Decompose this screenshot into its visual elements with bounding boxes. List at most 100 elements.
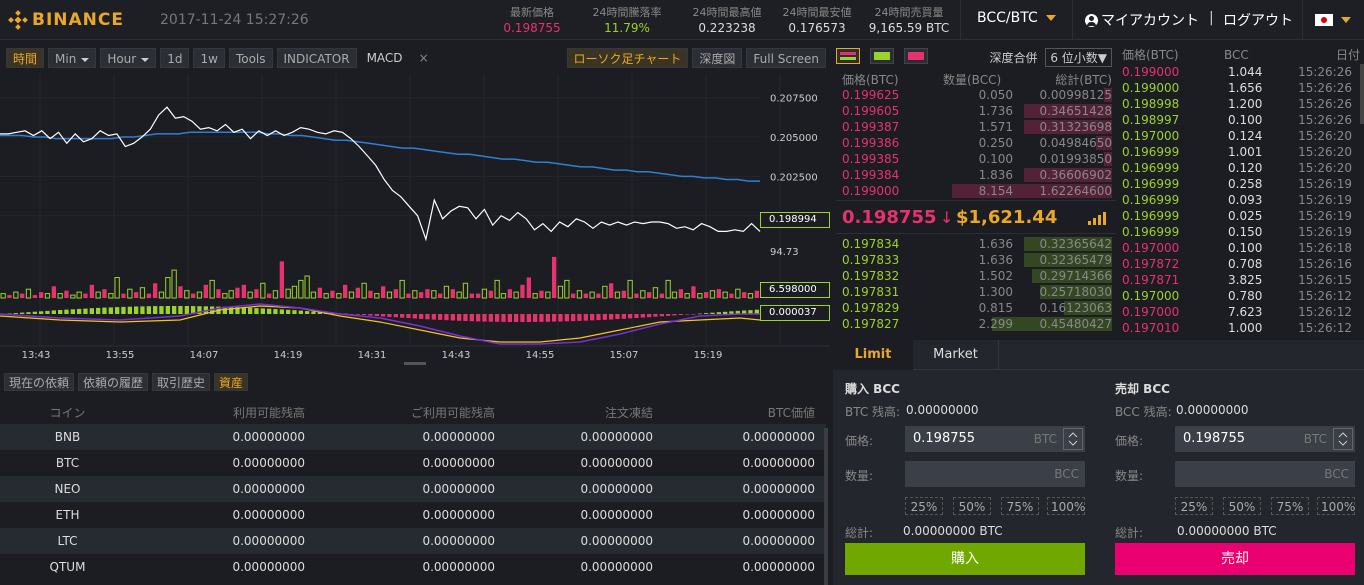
interval-hour-dropdown[interactable]: Hour — [100, 48, 157, 68]
macd-histogram-bar — [58, 310, 63, 314]
history-scrollbar[interactable] — [1360, 64, 1364, 124]
fullscreen-button[interactable]: Full Screen — [746, 48, 826, 68]
tab-market[interactable]: Market — [913, 340, 999, 370]
time-tick-label: 13:55 — [106, 350, 135, 361]
sell-pct-75-button[interactable]: 75% — [1271, 497, 1309, 515]
buy-price-unit: BTC — [1033, 432, 1057, 446]
bid-row[interactable]: 0.197827 2.299 0.45480427 — [836, 316, 1112, 332]
buy-amount-input[interactable]: BCC — [905, 461, 1085, 487]
tab-limit[interactable]: Limit — [833, 340, 913, 370]
bid-row[interactable]: 0.197834 1.636 0.32365642 — [836, 236, 1112, 252]
table-row[interactable]: BNB 0.00000000 0.00000000 0.00000000 0.0… — [0, 424, 826, 450]
resize-handle[interactable] — [404, 362, 426, 365]
cell-amount: 0.100 — [1228, 113, 1263, 127]
interval-1w-button[interactable]: 1w — [193, 48, 225, 68]
price-stepper[interactable] — [1333, 428, 1353, 450]
ask-row[interactable]: 0.199625 0.050 0.00998125 — [836, 87, 1112, 103]
volume-bar — [697, 293, 703, 299]
buy-pct-25-button[interactable]: 25% — [905, 497, 943, 515]
sell-price-input[interactable]: 0.198755 BTC — [1175, 426, 1355, 452]
buy-pct-100-button[interactable]: 100% — [1047, 497, 1085, 515]
buy-pct-50-button[interactable]: 50% — [953, 497, 991, 515]
candlestick-chart-button[interactable]: ローソク足チャート — [566, 48, 689, 68]
volume-bar — [722, 291, 728, 299]
table-row[interactable]: ETH 0.00000000 0.00000000 0.00000000 0.0… — [0, 502, 826, 528]
ask-row[interactable]: 0.199387 1.571 0.31323698 — [836, 119, 1112, 135]
table-row[interactable]: LTC 0.00000000 0.00000000 0.00000000 0.0… — [0, 528, 826, 554]
pair-selector[interactable]: BCC/BTC — [977, 10, 1056, 26]
orderbook-asks-icon[interactable] — [904, 48, 928, 64]
bid-row[interactable]: 0.197831 1.300 0.25718030 — [836, 284, 1112, 300]
table-row[interactable]: BTC 0.00000000 0.00000000 0.00000000 0.0… — [0, 450, 826, 476]
table-row[interactable]: NEO 0.00000000 0.00000000 0.00000000 0.0… — [0, 476, 826, 502]
tab-assets[interactable]: 資産 — [214, 373, 249, 391]
interval-1d-button[interactable]: 1d — [160, 48, 190, 68]
header-btc-value: BTC価値 — [767, 405, 815, 420]
ask-row[interactable]: 0.199386 0.250 0.04984650 — [836, 135, 1112, 151]
close-icon[interactable]: × — [418, 51, 429, 65]
chart-canvas: 13:43 13:55 14:07 14:19 14:31 14:43 14:55 15:07… — [0, 74, 830, 361]
cell-amount: 1.044 — [1228, 65, 1263, 79]
bid-row[interactable]: 0.197832 1.502 0.29714366 — [836, 268, 1112, 284]
tab-time[interactable]: 時間 — [6, 48, 45, 68]
cell-frozen: 0.00000000 — [580, 508, 653, 522]
macd-histogram-bar — [438, 314, 443, 320]
macd-histogram-bar — [286, 309, 291, 314]
buy-button[interactable]: 購入 — [845, 543, 1085, 575]
binance-logo[interactable]: BINANCE — [8, 10, 124, 30]
cell-total: 0.34651428 — [1039, 104, 1112, 118]
depth-bar — [952, 184, 1112, 198]
account-menu[interactable]: マイアカウント — [1085, 10, 1199, 30]
volume-bar — [602, 285, 608, 299]
signal-icon — [1088, 212, 1106, 225]
orderbook-bids-icon[interactable] — [870, 48, 894, 64]
volume-bar — [134, 292, 139, 298]
ask-row[interactable]: 0.199385 0.100 0.01993850 — [836, 151, 1112, 167]
sell-pct-100-button[interactable]: 100% — [1317, 497, 1355, 515]
depth-merge-select[interactable]: 6 位小数▼ — [1045, 48, 1112, 67]
language-selector[interactable] — [1315, 14, 1351, 26]
chevron-down-icon — [1341, 17, 1351, 23]
header-amount: BCC — [1224, 48, 1249, 62]
ask-row[interactable]: 0.199384 1.836 0.36606902 — [836, 167, 1112, 183]
price-stepper[interactable] — [1063, 428, 1083, 450]
macd-histogram-bar — [659, 314, 664, 317]
table-row[interactable]: QTUM 0.00000000 0.00000000 0.00000000 0.… — [0, 554, 826, 580]
trade-row: 0.197000 7.623 15:26:12 — [1120, 304, 1360, 320]
macd-histogram-bar — [539, 314, 544, 322]
interval-min-dropdown[interactable]: Min — [48, 48, 97, 68]
stat-value: 0.176573 — [788, 21, 846, 35]
volume-bar — [545, 291, 551, 299]
bid-row[interactable]: 0.197829 0.815 0.16123063 — [836, 300, 1112, 316]
sell-pct-25-button[interactable]: 25% — [1175, 497, 1213, 515]
sell-button[interactable]: 売却 — [1115, 543, 1355, 575]
stat-24h-high: 24時間最高値 0.223238 — [682, 5, 772, 36]
volume-bar — [228, 290, 234, 299]
sell-amount-input[interactable]: BCC — [1175, 461, 1355, 487]
tools-button[interactable]: Tools — [228, 48, 273, 68]
buy-price-value: 0.198755 — [913, 431, 976, 446]
depth-chart-button[interactable]: 深度図 — [692, 48, 743, 68]
buy-price-input[interactable]: 0.198755 BTC — [905, 426, 1085, 452]
sell-pct-50-button[interactable]: 50% — [1223, 497, 1261, 515]
table-scrollbar[interactable] — [824, 428, 828, 585]
volume-bar — [285, 288, 291, 299]
tab-trade-history[interactable]: 取引歴史 — [152, 373, 211, 391]
buy-pct-75-button[interactable]: 75% — [1001, 497, 1039, 515]
price-chart[interactable]: 時間 Min Hour 1d 1w Tools INDICATOR MACD ×… — [0, 44, 830, 364]
logout-link[interactable]: ログアウト — [1223, 13, 1293, 29]
bid-row[interactable]: 0.197833 1.636 0.32365479 — [836, 252, 1112, 268]
volume-bar — [742, 292, 747, 298]
cell-frozen: 0.00000000 — [580, 456, 653, 470]
cell-total: 0.00998125 — [1039, 88, 1112, 102]
macd-histogram-bar — [615, 314, 620, 320]
ask-row[interactable]: 0.199605 1.736 0.34651428 — [836, 103, 1112, 119]
tab-open-orders[interactable]: 現在の依頼 — [4, 373, 75, 391]
tab-order-history[interactable]: 依頼の履歴 — [78, 373, 149, 391]
macd-histogram-bar — [134, 306, 139, 314]
ask-row[interactable]: 0.199000 8.154 1.62264600 — [836, 183, 1112, 199]
indicator-button[interactable]: INDICATOR — [276, 48, 357, 68]
volume-bar — [76, 291, 82, 299]
orderbook-both-icon[interactable] — [836, 48, 860, 64]
cell-amount: 1.636 — [978, 237, 1013, 251]
